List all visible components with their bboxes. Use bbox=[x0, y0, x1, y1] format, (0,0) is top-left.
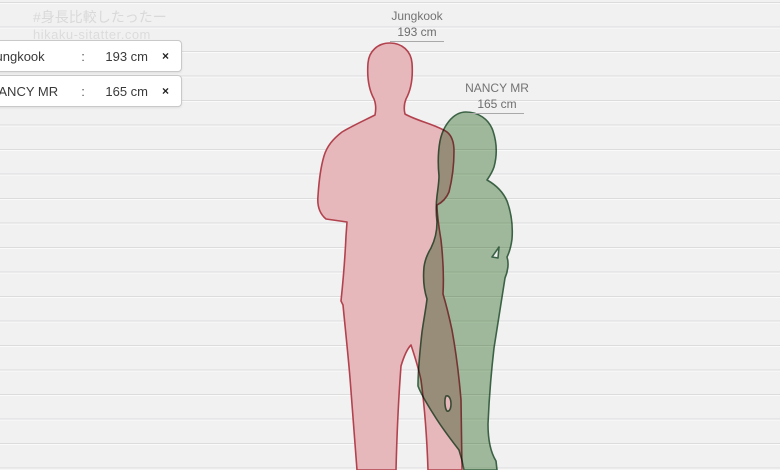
site-watermark: #身長比較したったー hikaku-sitatter.com bbox=[33, 8, 167, 44]
watermark-url: hikaku-sitatter.com bbox=[33, 27, 151, 42]
figure-name: Jungkook bbox=[391, 9, 443, 23]
watermark-hashtag: #身長比較したったー bbox=[33, 9, 167, 25]
colon-separator: : bbox=[81, 48, 85, 64]
person-input-row-1: Jungkook : 193 cm × bbox=[0, 40, 182, 72]
figure-label-nancy: NANCY MR 165 cm bbox=[455, 81, 539, 114]
figure-height: 193 cm bbox=[390, 25, 444, 42]
person-input-row-2: NANCY MR : 165 cm × bbox=[0, 75, 182, 107]
remove-person-icon[interactable]: × bbox=[161, 83, 169, 98]
name-input[interactable]: NANCY MR bbox=[0, 83, 59, 99]
figure-height: 165 cm bbox=[470, 97, 524, 114]
height-input[interactable]: 165 cm bbox=[105, 83, 148, 99]
silhouette-nancy[interactable] bbox=[417, 111, 514, 470]
name-input[interactable]: Jungkook bbox=[0, 48, 45, 64]
figure-name: NANCY MR bbox=[465, 81, 529, 95]
figure-label-jungkook: Jungkook 193 cm bbox=[375, 9, 459, 42]
remove-person-icon[interactable]: × bbox=[161, 48, 169, 63]
height-input[interactable]: 193 cm bbox=[105, 48, 148, 64]
colon-separator: : bbox=[81, 83, 85, 99]
